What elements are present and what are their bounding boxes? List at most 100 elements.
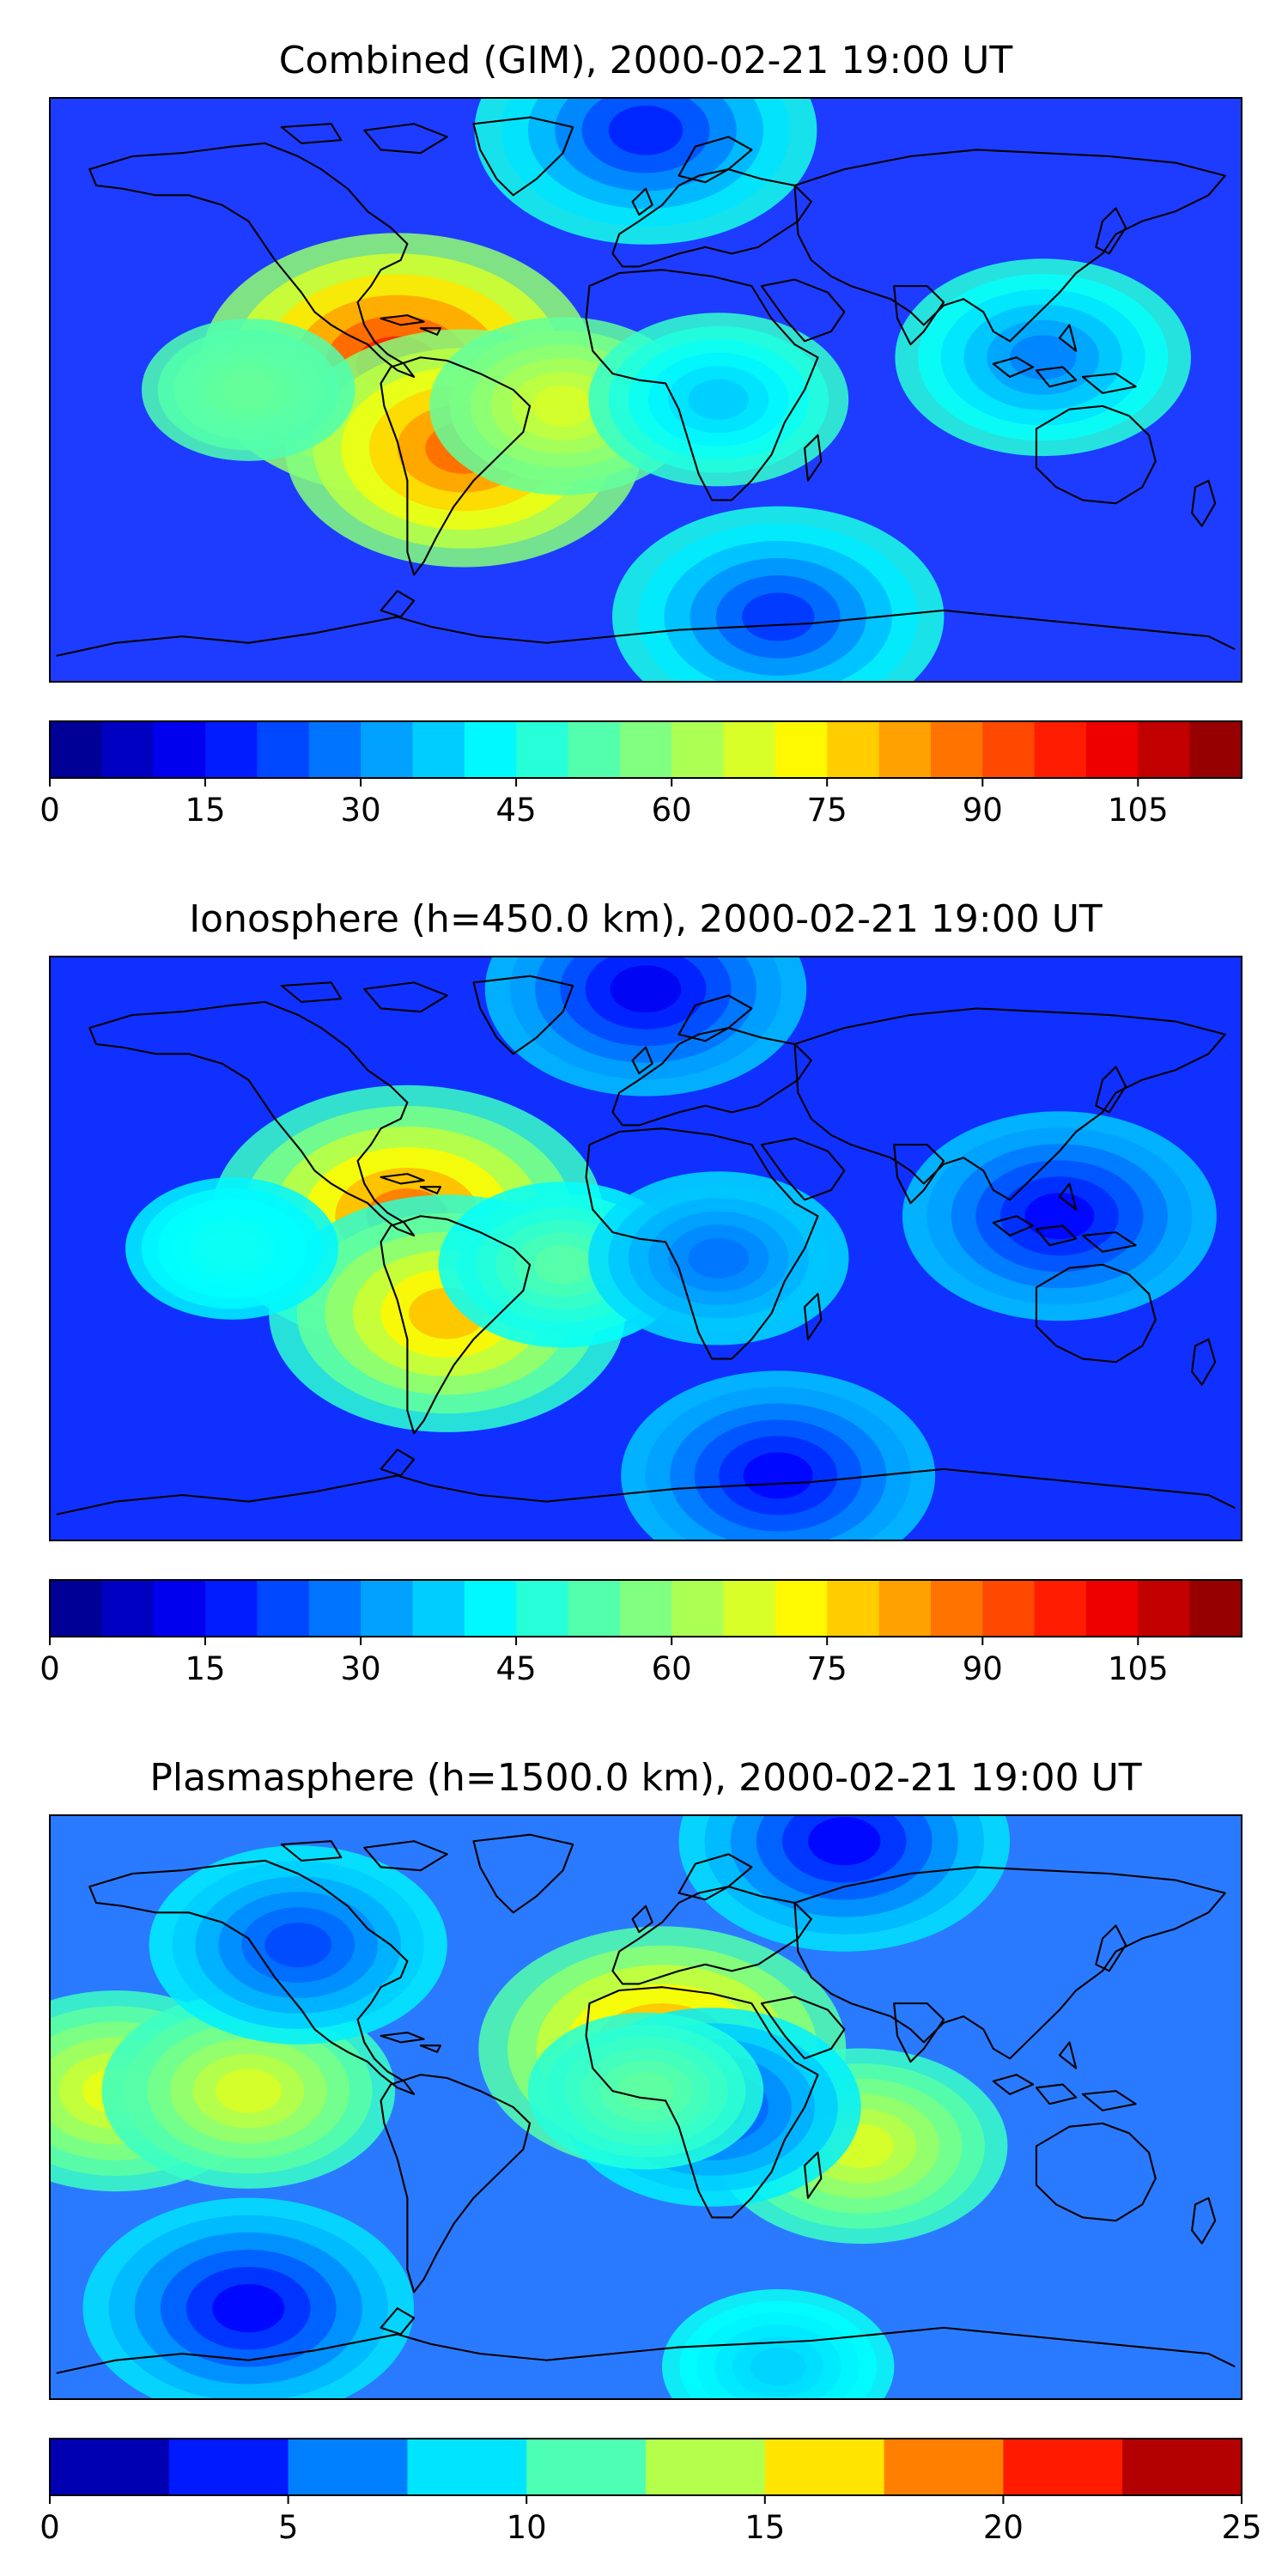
- colorbar-segment: [1003, 2439, 1123, 2495]
- contour-level: [1024, 1193, 1095, 1240]
- colorbar-segment: [516, 1580, 569, 1637]
- colorbar-tick-label: 30: [341, 1650, 381, 1687]
- colorbar-segment: [101, 1580, 155, 1637]
- contour-level: [808, 1817, 881, 1866]
- colorbar-tick-label: 75: [807, 1650, 848, 1687]
- panel-plasmasphere: Plasmasphere (h=1500.0 km), 2000-02-21 1…: [39, 1756, 1262, 2546]
- contour-level: [264, 1923, 332, 1968]
- colorbar-segment: [878, 1580, 932, 1637]
- colorbar-segment: [1034, 721, 1087, 778]
- colorbar: 0 5 10 15 20 25: [39, 2438, 1262, 2546]
- colorbar-frame: [49, 720, 1242, 779]
- colorbar-segment: [723, 721, 776, 778]
- colorbar-segment: [205, 1580, 258, 1637]
- colorbar-frame: [49, 1579, 1242, 1637]
- colorbar-tick-label: 0: [39, 1650, 60, 1687]
- colorbar-segment: [1138, 1580, 1191, 1637]
- colorbar-segment: [361, 721, 414, 778]
- colorbar-segment: [464, 1580, 517, 1637]
- colorbar-segment: [775, 1580, 828, 1637]
- colorbar-segment: [1189, 1580, 1242, 1637]
- colorbar-tick-label: 45: [496, 792, 537, 829]
- colorbar-segment: [764, 2439, 885, 2495]
- colorbar-tick-label: 60: [652, 792, 692, 829]
- contour-level: [215, 2069, 282, 2113]
- colorbar-segment: [361, 1580, 414, 1637]
- colorbar-tick-label: 60: [652, 1650, 692, 1687]
- colorbar-tick-label: 75: [807, 792, 848, 829]
- colorbar-segment: [1122, 2439, 1242, 2495]
- panel-combined: Combined (GIM), 2000-02-21 19:00 UT 0 15 3…: [39, 39, 1242, 829]
- colorbar-tick-label: 15: [185, 1650, 225, 1687]
- colorbar-tick-label: 90: [963, 792, 1003, 829]
- colorbar-segment: [526, 2439, 647, 2495]
- colorbar-segment: [168, 2439, 289, 2495]
- colorbar-segment: [671, 1580, 725, 1637]
- colorbar-segment: [646, 2439, 766, 2495]
- colorbar-tick-label: 25: [1221, 2509, 1261, 2546]
- contour-level: [617, 2072, 674, 2111]
- colorbar: 0 15 30 45 60 75 90 105: [39, 720, 1242, 829]
- panel-ionosphere: Ionosphere (h=450.0 km), 2000-02-21 19:0…: [39, 897, 1242, 1687]
- colorbar-segment: [619, 1580, 672, 1637]
- contour-level: [750, 2348, 806, 2385]
- map-frame: [49, 956, 1242, 1541]
- colorbar-tick-label: 20: [983, 2509, 1024, 2546]
- colorbar-segment: [308, 1580, 361, 1637]
- colorbar-tick-label: 105: [1108, 1650, 1169, 1687]
- map-frame: [49, 1814, 1242, 2400]
- colorbar-segment: [982, 1580, 1036, 1637]
- colorbar-tick-label: 0: [39, 792, 60, 829]
- contour-level: [688, 379, 749, 420]
- contour-level: [205, 1230, 258, 1267]
- contour-level: [532, 385, 594, 427]
- contour-level: [608, 106, 683, 155]
- chart-title: Ionosphere (h=450.0 km), 2000-02-21 19:0…: [189, 897, 1103, 941]
- colorbar-segment: [568, 721, 621, 778]
- colorbar-segment: [153, 721, 206, 778]
- colorbar-segment: [1085, 1580, 1139, 1637]
- colorbar-tick-label: 45: [496, 1650, 537, 1687]
- map-frame: [49, 97, 1242, 683]
- colorbar-segment: [723, 1580, 776, 1637]
- colorbar-segment: [464, 721, 517, 778]
- heatmap-field: [50, 1815, 1011, 2399]
- colorbar-segment: [1085, 721, 1139, 778]
- heatmap-field: [125, 957, 1217, 1540]
- colorbar-tick-label: 0: [39, 2509, 60, 2546]
- colorbar-segment: [288, 2439, 408, 2495]
- colorbar-segment: [775, 721, 828, 778]
- colorbar-segment: [412, 1580, 465, 1637]
- contour-level: [1010, 335, 1077, 380]
- contour-level: [222, 372, 275, 408]
- colorbar-tick-label: 15: [744, 2509, 785, 2546]
- colorbar-tick-label: 90: [963, 1650, 1003, 1687]
- contour-level: [743, 1452, 813, 1499]
- colorbar-segment: [568, 1580, 621, 1637]
- colorbar-tick-label: 105: [1108, 792, 1169, 829]
- colorbar-segment: [407, 2439, 527, 2495]
- colorbar-segment: [827, 1580, 880, 1637]
- chart-title: Plasmasphere (h=1500.0 km), 2000-02-21 1…: [149, 1756, 1141, 1800]
- colorbar-segment: [884, 2439, 1004, 2495]
- colorbar-tick-label: 30: [341, 792, 381, 829]
- contour-level: [212, 2284, 285, 2333]
- contour-level: [688, 1237, 750, 1279]
- colorbar-segment: [101, 721, 155, 778]
- colorbar-segment: [308, 721, 361, 778]
- colorbar-frame: [49, 2438, 1242, 2496]
- colorbar-tick-label: 15: [185, 792, 225, 829]
- colorbar-segment: [1034, 1580, 1087, 1637]
- colorbar-segment: [516, 721, 569, 778]
- colorbar-segment: [412, 721, 465, 778]
- colorbar-segment: [982, 721, 1036, 778]
- contour-level: [742, 592, 815, 641]
- colorbar-segment: [930, 721, 983, 778]
- colorbar-segment: [619, 721, 672, 778]
- chart-title: Combined (GIM), 2000-02-21 19:00 UT: [279, 39, 1013, 82]
- colorbar-segment: [153, 1580, 206, 1637]
- colorbar-segment: [878, 721, 932, 778]
- colorbar: 0 15 30 45 60 75 90 105: [39, 1579, 1242, 1687]
- colorbar-segment: [1189, 721, 1242, 778]
